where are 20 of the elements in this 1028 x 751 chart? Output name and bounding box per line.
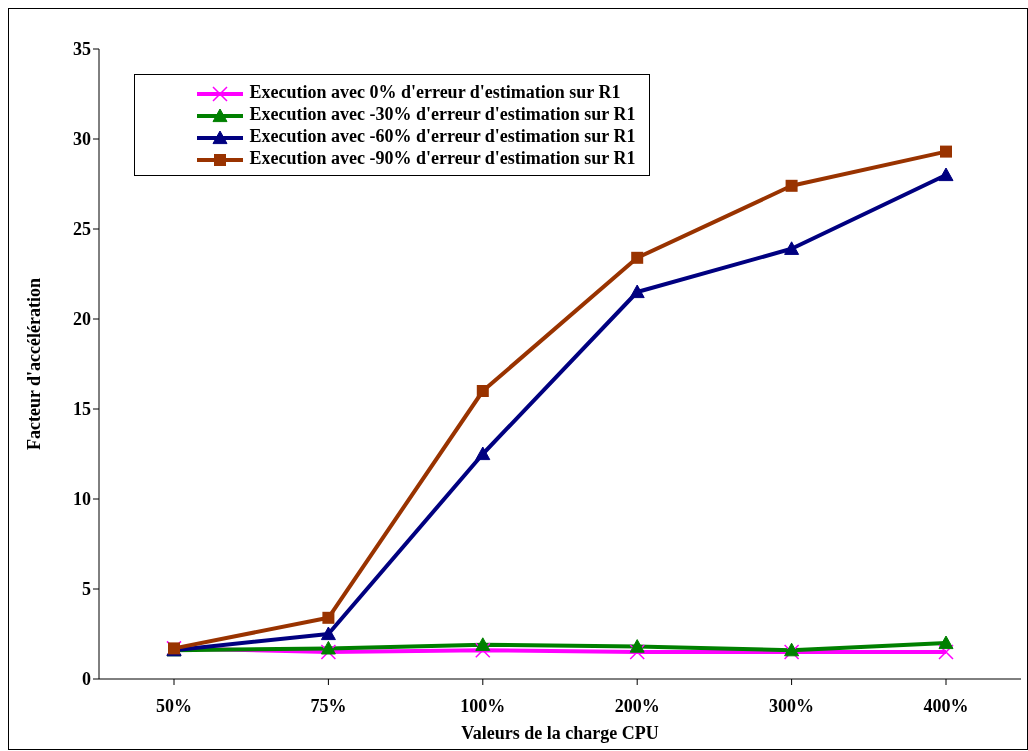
y-tick-label: 20 — [73, 309, 91, 330]
y-tick-label: 0 — [82, 669, 91, 690]
y-tick-label: 25 — [73, 219, 91, 240]
x-tick-label: 100% — [460, 695, 506, 716]
x-tick-label: 50% — [156, 695, 192, 716]
legend-label: Execution avec -30% d'erreur d'estimation sur R1 — [248, 103, 636, 125]
legend-label: Execution avec -60% d'erreur d'estimation sur R1 — [248, 125, 636, 147]
legend-label: Execution avec 0% d'erreur d'estimation sur R1 — [248, 81, 622, 103]
y-tick-label: 5 — [82, 579, 91, 600]
x-tick-label: 75% — [310, 695, 347, 716]
legend-label: Execution avec -90% d'erreur d'estimation sur R1 — [248, 147, 636, 169]
x-tick-label: 200% — [614, 695, 660, 716]
y-tick-label: 35 — [73, 39, 91, 60]
y-tick-label: 10 — [73, 489, 91, 510]
y-tick-label: 30 — [73, 129, 91, 150]
y-axis-title: Facteur d'accélération — [24, 277, 45, 451]
x-axis-title: Valeurs de la charge CPU — [461, 723, 659, 743]
x-tick-label: 400% — [923, 695, 969, 716]
y-tick-label: 15 — [73, 399, 91, 420]
x-tick-label: 300% — [769, 695, 815, 716]
